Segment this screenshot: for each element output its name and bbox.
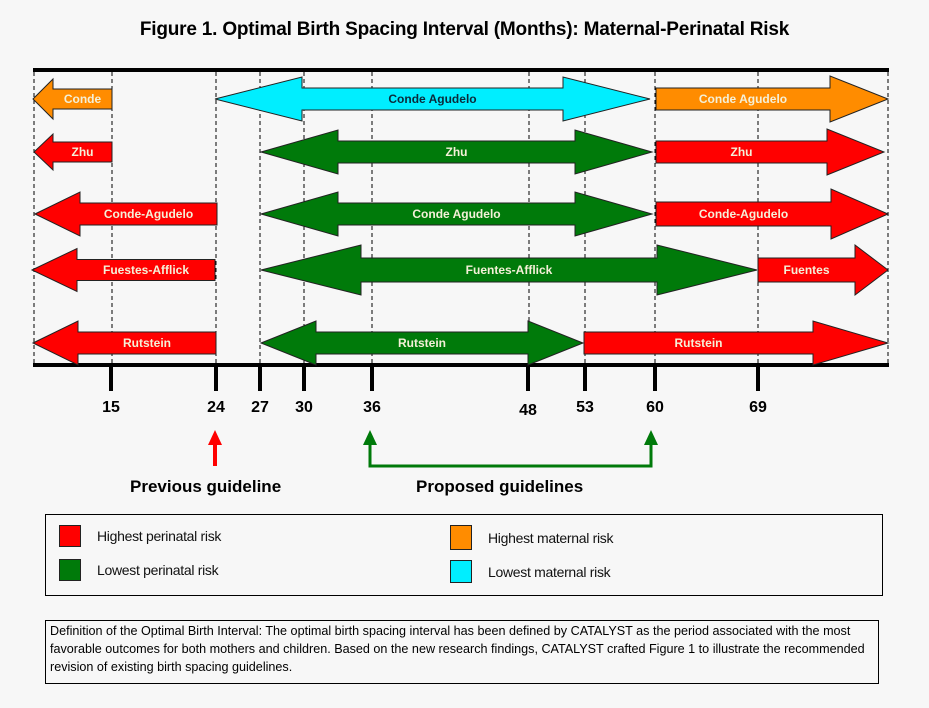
arrow-right-highest-perinatal: Zhu: [655, 128, 886, 176]
arrow-shape-icon: [33, 132, 113, 172]
arrow-right-highest-perinatal: Conde-Agudelo: [655, 188, 890, 240]
arrow-right-highest-maternal: Conde Agudelo: [655, 75, 890, 123]
arrow-label: Fuentes: [783, 263, 829, 277]
arrow-both-lowest-perinatal: Rutstein: [259, 320, 585, 366]
legend-item-lowest-maternal: Lowest maternal risk: [450, 560, 611, 583]
arrow-left-highest-maternal: Conde: [32, 77, 113, 121]
legend-item-highest-maternal: Highest maternal risk: [450, 525, 614, 550]
legend-item-highest-perinatal: Highest perinatal risk: [59, 525, 221, 547]
arrow-shape-icon: [757, 243, 889, 297]
legend-item-lowest-perinatal: Lowest perinatal risk: [59, 559, 219, 581]
arrow-label: Rutstein: [398, 336, 446, 350]
tick-label-27: 27: [251, 399, 269, 416]
arrow-shape-icon: [32, 77, 113, 121]
arrow-shape-icon: [259, 191, 654, 237]
arrow-label: Conde Agudelo: [388, 92, 476, 106]
tick-label-53: 53: [576, 399, 594, 416]
arrow-shape-icon: [31, 320, 217, 366]
previous-guideline-label: Previous guideline: [130, 477, 282, 496]
arrow-label: Zhu: [731, 145, 753, 159]
legend-label: Highest maternal risk: [488, 529, 614, 546]
arrow-shape-icon: [259, 320, 585, 366]
axis-ticks: [109, 365, 760, 391]
legend-label: Highest perinatal risk: [97, 528, 222, 544]
tick-label-36: 36: [363, 399, 381, 416]
arrow-shape-icon: [655, 188, 890, 240]
legend-label: Lowest maternal risk: [488, 563, 611, 580]
green-swatch-icon: [59, 559, 81, 581]
arrow-label: Conde: [64, 92, 102, 106]
arrow-label: Conde Agudelo: [699, 92, 787, 106]
tick-label-48: 48: [519, 402, 537, 419]
tick-label-60: 60: [646, 399, 664, 416]
arrow-shape-icon: [30, 247, 216, 293]
proposed-guidelines-label: Proposed guidelines: [416, 477, 584, 496]
arrow-label: Conde Agudelo: [412, 207, 500, 221]
arrow-both-lowest-perinatal: Zhu: [259, 129, 654, 175]
arrow-label: Zhu: [446, 145, 468, 159]
definition-box: Definition of the Optimal Birth Interval…: [45, 620, 879, 684]
arrow-shape-icon: [583, 320, 890, 366]
orange-swatch-icon: [450, 525, 472, 550]
risk-arrows: Conde Conde Agudelo Conde Agudelo Zhu Zhu Zhu…: [30, 75, 890, 366]
legend: Highest perinatal risk Lowest perinatal …: [45, 514, 883, 596]
tick-label-24: 24: [207, 399, 225, 416]
arrow-left-highest-perinatal: Rutstein: [31, 320, 217, 366]
arrow-right-highest-perinatal: Rutstein: [583, 320, 890, 366]
arrow-shape-icon: [260, 244, 758, 296]
tick-label-30: 30: [295, 399, 313, 416]
legend-label: Lowest perinatal risk: [97, 562, 219, 578]
arrow-both-lowest-perinatal: Fuentes-Afflick: [260, 244, 758, 296]
birth-spacing-diagram: Conde Conde Agudelo Conde Agudelo Zhu Zhu Zhu…: [30, 68, 890, 468]
arrow-label: Rutstein: [675, 336, 723, 350]
arrow-label: Fuestes-Afflick: [103, 263, 189, 277]
arrow-label: Conde-Agudelo: [699, 207, 788, 221]
proposed-guidelines-bracket-icon: [363, 430, 658, 468]
red-swatch-icon: [59, 525, 81, 547]
arrow-both-lowest-perinatal: Conde Agudelo: [259, 191, 654, 237]
arrow-both-lowest-maternal: Conde Agudelo: [214, 76, 651, 122]
arrow-shape-icon: [655, 75, 890, 123]
previous-guideline-pointer-icon: [208, 430, 222, 466]
cyan-swatch-icon: [450, 560, 472, 583]
arrow-left-highest-perinatal: Fuestes-Afflick: [30, 247, 216, 293]
arrow-label: Conde-Agudelo: [104, 207, 193, 221]
arrow-label: Rutstein: [123, 336, 171, 350]
arrow-right-highest-perinatal: Fuentes: [757, 243, 889, 297]
arrow-left-highest-perinatal: Conde-Agudelo: [33, 191, 218, 237]
arrow-shape-icon: [655, 128, 886, 176]
arrow-label: Zhu: [72, 145, 94, 159]
arrow-left-highest-perinatal: Zhu: [33, 132, 113, 172]
arrow-label: Fuentes-Afflick: [466, 263, 553, 277]
figure-title: Figure 1. Optimal Birth Spacing Interval…: [139, 19, 790, 40]
arrow-shape-icon: [33, 191, 218, 237]
tick-label-69: 69: [749, 399, 767, 416]
tick-label-15: 15: [102, 399, 120, 416]
arrow-shape-icon: [214, 76, 651, 122]
arrow-shape-icon: [259, 129, 654, 175]
